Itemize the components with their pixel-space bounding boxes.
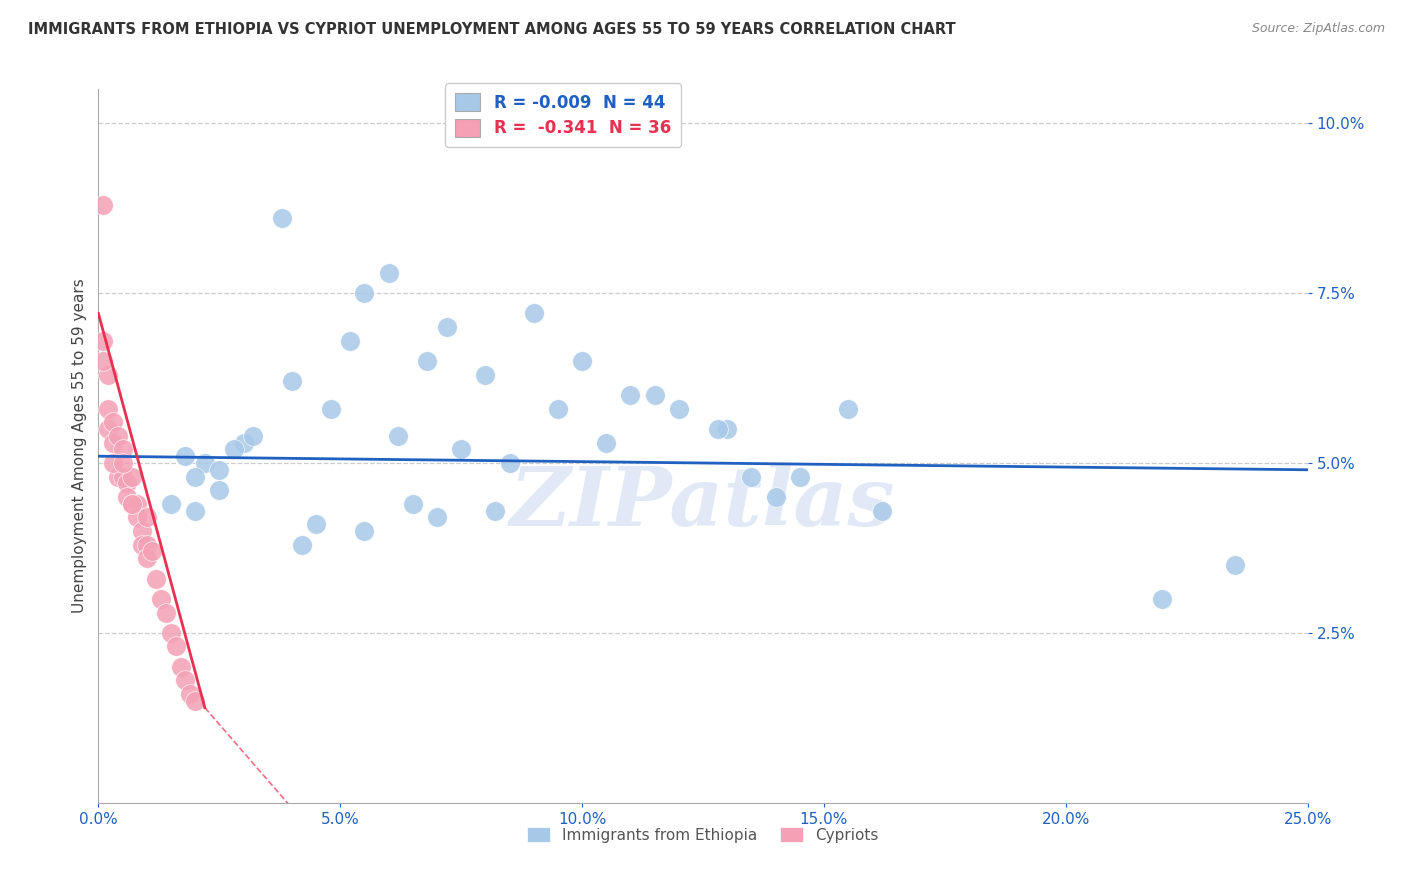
Point	[111, 442, 134, 457]
Point	[242, 429, 264, 443]
Point	[837, 401, 859, 416]
Point	[208, 463, 231, 477]
Point	[111, 456, 134, 470]
Point	[91, 354, 114, 368]
Point	[117, 490, 139, 504]
Point	[145, 572, 167, 586]
Point	[184, 503, 207, 517]
Text: ZIPatlas: ZIPatlas	[510, 463, 896, 543]
Point	[426, 510, 449, 524]
Point	[91, 334, 114, 348]
Point	[131, 537, 153, 551]
Point	[668, 401, 690, 416]
Point	[169, 660, 191, 674]
Point	[498, 456, 520, 470]
Point	[339, 334, 361, 348]
Point	[179, 687, 201, 701]
Point	[208, 483, 231, 498]
Point	[740, 469, 762, 483]
Point	[644, 388, 666, 402]
Point	[450, 442, 472, 457]
Point	[174, 673, 197, 688]
Point	[155, 606, 177, 620]
Point	[127, 510, 149, 524]
Point	[619, 388, 641, 402]
Point	[319, 401, 342, 416]
Point	[135, 551, 157, 566]
Point	[281, 375, 304, 389]
Point	[474, 368, 496, 382]
Point	[271, 211, 294, 226]
Point	[141, 544, 163, 558]
Point	[160, 497, 183, 511]
Point	[101, 435, 124, 450]
Point	[131, 524, 153, 538]
Point	[353, 286, 375, 301]
Y-axis label: Unemployment Among Ages 55 to 59 years: Unemployment Among Ages 55 to 59 years	[72, 278, 87, 614]
Point	[97, 401, 120, 416]
Point	[377, 266, 399, 280]
Point	[135, 537, 157, 551]
Point	[353, 524, 375, 538]
Point	[706, 422, 728, 436]
Point	[107, 429, 129, 443]
Point	[127, 497, 149, 511]
Point	[135, 510, 157, 524]
Point	[184, 694, 207, 708]
Point	[111, 469, 134, 483]
Point	[97, 368, 120, 382]
Point	[416, 354, 439, 368]
Point	[174, 449, 197, 463]
Point	[547, 401, 569, 416]
Point	[523, 306, 546, 320]
Point	[101, 456, 124, 470]
Point	[165, 640, 187, 654]
Point	[101, 415, 124, 429]
Point	[232, 435, 254, 450]
Point	[121, 497, 143, 511]
Point	[571, 354, 593, 368]
Point	[305, 517, 328, 532]
Point	[765, 490, 787, 504]
Point	[117, 476, 139, 491]
Point	[121, 469, 143, 483]
Point	[870, 503, 893, 517]
Text: Source: ZipAtlas.com: Source: ZipAtlas.com	[1251, 22, 1385, 36]
Point	[1152, 591, 1174, 606]
Point	[160, 626, 183, 640]
Point	[290, 537, 312, 551]
Point	[484, 503, 506, 517]
Point	[222, 442, 245, 457]
Point	[91, 198, 114, 212]
Point	[402, 497, 425, 511]
Point	[387, 429, 409, 443]
Point	[789, 469, 811, 483]
Point	[436, 320, 458, 334]
Point	[194, 456, 217, 470]
Point	[107, 469, 129, 483]
Point	[97, 422, 120, 436]
Point	[121, 497, 143, 511]
Point	[716, 422, 738, 436]
Point	[184, 469, 207, 483]
Point	[595, 435, 617, 450]
Point	[1223, 558, 1246, 572]
Point	[150, 591, 173, 606]
Text: IMMIGRANTS FROM ETHIOPIA VS CYPRIOT UNEMPLOYMENT AMONG AGES 55 TO 59 YEARS CORRE: IMMIGRANTS FROM ETHIOPIA VS CYPRIOT UNEM…	[28, 22, 956, 37]
Legend: Immigrants from Ethiopia, Cypriots: Immigrants from Ethiopia, Cypriots	[522, 821, 884, 848]
